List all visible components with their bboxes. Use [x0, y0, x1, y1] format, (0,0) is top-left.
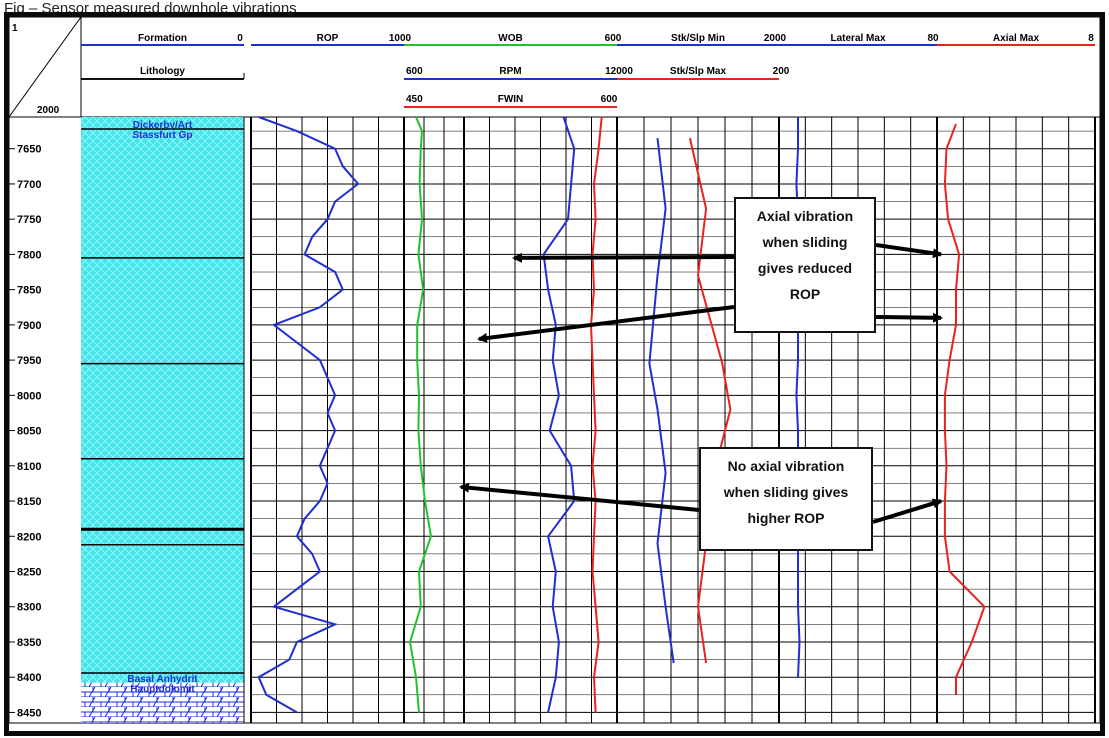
annotation-arrow-0-2	[875, 243, 943, 259]
annotation-callout-axial-vibration: Axial vibration when sliding gives reduced…	[734, 197, 876, 333]
depth-label-8150: 8150	[17, 496, 41, 508]
header-label-formation: Formation	[138, 33, 187, 44]
header-scale-rop: 1000	[389, 33, 412, 44]
depth-label-7750: 7750	[17, 214, 41, 226]
formation-label-dickerby-art: Dickerby/Art	[133, 120, 193, 131]
formation-label-stassfurt-gp: Stassfurt Gp	[132, 130, 192, 141]
well-log-chart-frame: 1 2000 Formation 0 ROP 1000 WOB 600 Stk/Slp Min 2…	[4, 12, 1105, 736]
corner-label-top: 1	[12, 23, 18, 34]
callout-0-line-2: gives reduced	[757, 260, 853, 276]
header-label-wob: WOB	[498, 33, 522, 44]
lithology-salt	[81, 117, 244, 673]
callout-1-line-0: No axial vibration	[727, 458, 845, 474]
callout-0-line-0: Axial vibration	[756, 208, 854, 224]
annotation-arrow-0-1	[477, 305, 735, 343]
annotation-arrow-0-0	[512, 252, 735, 263]
log-curves	[257, 116, 986, 714]
lithology-anhydrite	[81, 672, 244, 683]
annotation-arrows	[459, 243, 943, 524]
depth-label-8000: 8000	[17, 390, 41, 402]
depth-label-8450: 8450	[17, 707, 41, 719]
series-line-stk-slp-max	[688, 137, 732, 664]
callout-1-line-2: higher ROP	[747, 510, 825, 526]
series-line-rop	[257, 116, 360, 714]
formation-label-basal-anhydrit: Basal Anhydrit	[127, 674, 198, 685]
lithology-dolomite	[81, 682, 244, 723]
header-label-axial-max: Axial Max	[993, 33, 1040, 44]
header-scale-formation: 0	[237, 33, 243, 44]
depth-label-7650: 7650	[17, 144, 41, 156]
header-label-lateral-max: Lateral Max	[830, 33, 885, 44]
depth-label-7700: 7700	[17, 179, 41, 191]
callout-1-line-1: when sliding gives	[723, 484, 849, 500]
series-line-wob	[408, 116, 433, 713]
callout-0-line-3: ROP	[789, 286, 821, 302]
series-line-stk-slp-min	[648, 137, 675, 664]
series-line-axial-max	[943, 123, 986, 695]
depth-label-8250: 8250	[17, 567, 41, 579]
header-scale-fwin: 600	[601, 94, 618, 105]
depth-label-7800: 7800	[17, 249, 41, 261]
depth-label-8350: 8350	[17, 637, 41, 649]
header-label-lithology: Lithology	[140, 66, 185, 77]
header-scale-stk-slp-max: 200	[773, 66, 790, 77]
depth-axis: 7650 7700 7750 7800 7850 7900 7950 8000 8050 8100…	[9, 144, 41, 719]
header-box	[9, 17, 1100, 118]
depth-label-7950: 7950	[17, 355, 41, 367]
annotation-arrow-0-3	[875, 312, 943, 323]
header-scale-lateral-max: 80	[927, 33, 939, 44]
corner-label-bottom: 2000	[37, 105, 60, 116]
annotation-arrow-1-0	[459, 482, 700, 512]
depth-label-8400: 8400	[17, 672, 41, 684]
series-line-fwin	[589, 116, 603, 713]
header-label-stk-slp-max: Stk/Slp Max	[670, 66, 727, 77]
depth-label-7900: 7900	[17, 320, 41, 332]
corner-diagonal	[9, 17, 82, 118]
depth-label-8200: 8200	[17, 531, 41, 543]
formation-label-hauptdolomit: Hauptdolomit	[130, 684, 195, 695]
header-scale-wob: 600	[605, 33, 622, 44]
annotation-callout-no-axial-vibration: No axial vibration when sliding gives high…	[699, 447, 873, 551]
header-label-rop: ROP	[317, 33, 339, 44]
annotation-arrow-1-1	[872, 498, 943, 524]
depth-label-8300: 8300	[17, 602, 41, 614]
header-label-fwin: FWIN	[498, 94, 524, 105]
header-scale-axial-max: 8	[1088, 33, 1094, 44]
header-scale-stk-slp-min: 2000	[764, 33, 787, 44]
header-scale-left-fwin: 450	[406, 94, 423, 105]
header-scale-left-rpm: 600	[406, 66, 423, 77]
depth-label-8100: 8100	[17, 461, 41, 473]
callout-0-line-1: when sliding	[762, 234, 848, 250]
header-label-rpm: RPM	[499, 66, 521, 77]
depth-label-7850: 7850	[17, 285, 41, 297]
series-line-rpm	[542, 116, 576, 713]
header-label-stk-slp-min: Stk/Slp Min	[671, 33, 725, 44]
depth-label-8050: 8050	[17, 426, 41, 438]
header-scale-rpm: 12000	[605, 66, 633, 77]
